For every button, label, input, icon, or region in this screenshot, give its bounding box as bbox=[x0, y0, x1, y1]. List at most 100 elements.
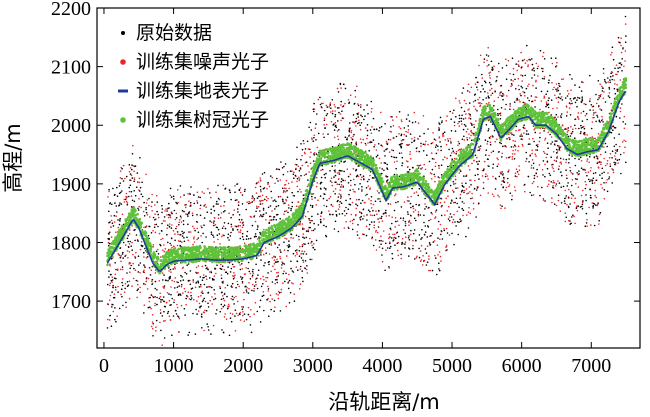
data-point bbox=[144, 266, 146, 269]
data-point bbox=[512, 108, 515, 111]
data-point bbox=[271, 281, 274, 283]
data-point bbox=[505, 64, 508, 67]
data-point bbox=[545, 101, 548, 103]
data-point bbox=[466, 139, 469, 141]
data-point bbox=[262, 283, 264, 285]
data-point bbox=[232, 228, 234, 230]
data-point bbox=[311, 195, 313, 198]
data-point bbox=[614, 158, 617, 160]
data-point bbox=[592, 207, 594, 209]
data-point bbox=[176, 281, 178, 283]
data-point bbox=[226, 284, 229, 287]
data-point bbox=[423, 214, 425, 217]
data-point bbox=[191, 212, 194, 214]
data-point bbox=[470, 139, 473, 142]
data-point bbox=[334, 171, 336, 173]
data-point bbox=[154, 223, 156, 226]
data-point bbox=[232, 278, 235, 280]
data-point bbox=[210, 233, 213, 235]
data-point bbox=[514, 140, 516, 142]
data-point bbox=[376, 213, 378, 215]
data-point bbox=[341, 117, 344, 119]
data-point bbox=[177, 247, 181, 251]
data-point bbox=[239, 224, 242, 227]
data-point bbox=[290, 236, 292, 239]
data-point bbox=[107, 283, 109, 286]
data-point bbox=[458, 100, 461, 102]
data-point bbox=[236, 280, 239, 283]
data-point bbox=[471, 162, 473, 165]
data-point bbox=[578, 170, 580, 172]
data-point bbox=[219, 287, 222, 290]
data-point bbox=[453, 121, 456, 123]
data-point bbox=[355, 203, 357, 205]
data-point bbox=[237, 314, 239, 317]
data-point bbox=[370, 141, 373, 143]
data-point bbox=[347, 99, 350, 101]
data-point bbox=[581, 81, 583, 83]
data-point bbox=[487, 129, 490, 132]
data-point bbox=[127, 246, 130, 248]
data-point bbox=[302, 261, 305, 264]
data-point bbox=[476, 86, 478, 88]
data-point bbox=[275, 168, 278, 170]
data-point bbox=[537, 75, 539, 77]
data-point bbox=[228, 262, 231, 264]
data-point bbox=[200, 315, 203, 318]
data-point bbox=[278, 244, 281, 246]
data-point bbox=[401, 156, 404, 159]
data-point bbox=[312, 108, 315, 110]
data-point bbox=[249, 202, 251, 204]
data-point bbox=[486, 65, 489, 67]
data-point bbox=[126, 202, 129, 204]
data-point bbox=[500, 91, 502, 93]
data-point bbox=[467, 90, 469, 92]
data-point bbox=[338, 193, 341, 195]
data-point bbox=[114, 318, 116, 321]
data-point bbox=[540, 100, 543, 102]
data-point bbox=[335, 210, 337, 212]
data-point bbox=[236, 208, 239, 210]
data-point bbox=[578, 97, 581, 99]
data-point bbox=[446, 232, 449, 234]
data-point bbox=[566, 128, 568, 130]
data-point bbox=[268, 221, 271, 224]
data-point bbox=[112, 284, 114, 287]
data-point bbox=[584, 169, 586, 171]
data-point bbox=[282, 262, 284, 265]
data-point bbox=[303, 237, 306, 239]
data-point bbox=[181, 209, 184, 212]
data-point bbox=[351, 219, 354, 222]
data-point bbox=[608, 176, 611, 178]
data-point bbox=[580, 90, 583, 92]
data-point bbox=[165, 302, 168, 304]
data-point bbox=[371, 236, 374, 239]
data-point bbox=[160, 229, 163, 232]
data-point bbox=[329, 170, 331, 172]
data-point bbox=[586, 218, 588, 221]
data-point bbox=[508, 185, 510, 188]
data-point bbox=[366, 219, 368, 221]
data-point bbox=[431, 213, 434, 215]
data-point bbox=[361, 188, 363, 191]
data-point bbox=[161, 211, 163, 214]
data-point bbox=[564, 97, 567, 99]
data-point bbox=[265, 199, 268, 202]
data-point bbox=[578, 86, 581, 88]
data-point bbox=[270, 225, 274, 228]
data-point bbox=[305, 230, 308, 232]
data-point bbox=[171, 246, 173, 249]
data-point bbox=[555, 65, 557, 68]
data-point bbox=[359, 217, 361, 219]
data-point bbox=[451, 158, 454, 160]
data-point bbox=[323, 109, 326, 112]
data-point bbox=[357, 113, 359, 116]
data-point bbox=[335, 213, 338, 216]
data-point bbox=[170, 211, 172, 214]
data-point bbox=[319, 96, 321, 99]
data-point bbox=[338, 129, 340, 131]
data-point bbox=[586, 118, 588, 121]
data-point bbox=[462, 214, 464, 217]
data-point bbox=[230, 216, 232, 219]
